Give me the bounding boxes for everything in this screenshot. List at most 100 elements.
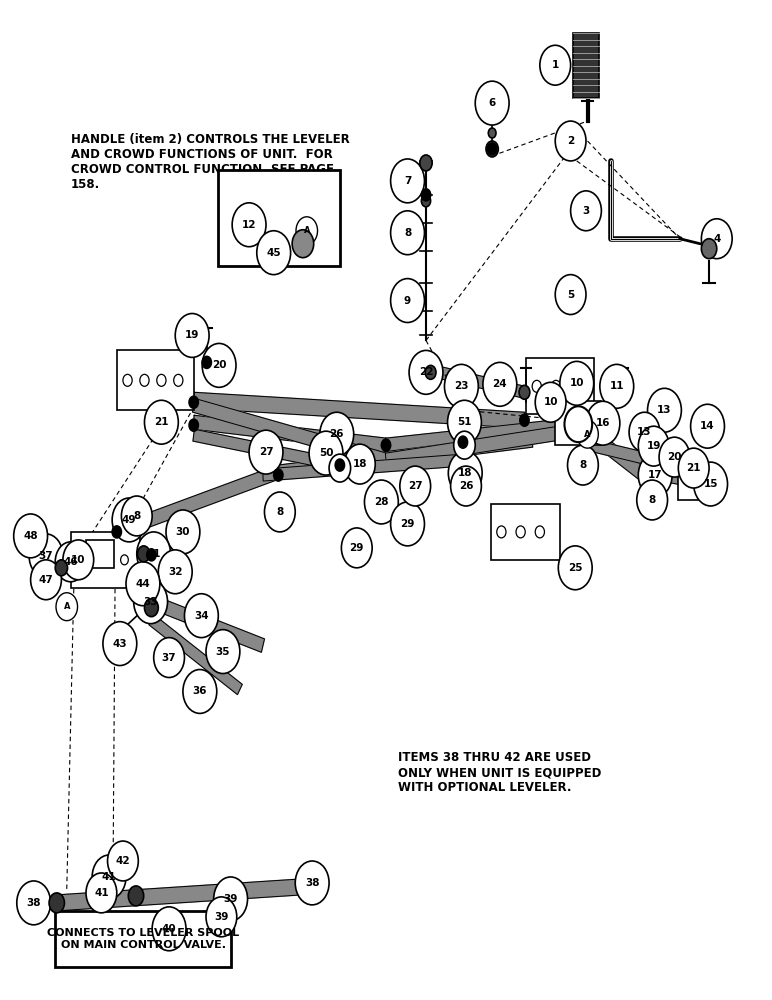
Circle shape [49,893,65,913]
Polygon shape [655,455,690,470]
Polygon shape [278,433,533,479]
Circle shape [189,396,198,408]
Circle shape [691,404,724,448]
Circle shape [535,382,566,422]
Text: 39: 39 [214,912,229,922]
Circle shape [232,203,266,247]
Polygon shape [430,364,525,398]
Circle shape [637,480,668,520]
Text: 49: 49 [122,515,137,525]
Polygon shape [149,615,242,695]
Text: 22: 22 [418,367,433,377]
FancyBboxPatch shape [56,911,232,967]
Text: 41: 41 [102,872,117,882]
Text: 45: 45 [266,248,281,258]
Text: 48: 48 [23,531,38,541]
Text: 19: 19 [646,441,661,451]
Circle shape [185,594,218,638]
Circle shape [56,560,67,576]
Circle shape [425,365,436,379]
Text: HANDLE (item 2) CONTROLS THE LEVELER
AND CROWD FUNCTIONS OF UNIT.  FOR
CROWD CON: HANDLE (item 2) CONTROLS THE LEVELER AND… [70,133,350,191]
Text: 8: 8 [579,460,587,470]
Circle shape [454,431,476,459]
Circle shape [571,191,601,231]
Circle shape [451,466,482,506]
Circle shape [391,211,425,255]
Text: 4: 4 [713,234,720,244]
Text: 20: 20 [212,360,226,370]
Circle shape [558,546,592,590]
Circle shape [555,121,586,161]
Circle shape [659,437,690,477]
Circle shape [600,364,634,408]
Text: 17: 17 [648,470,662,480]
Text: 10: 10 [570,378,584,388]
Polygon shape [193,429,340,471]
Text: 27: 27 [259,447,273,457]
Circle shape [152,907,186,951]
Text: A: A [63,602,70,611]
Circle shape [381,439,391,451]
Circle shape [249,430,283,474]
Circle shape [520,414,529,426]
Polygon shape [61,547,144,575]
Text: 24: 24 [493,379,507,389]
Circle shape [364,480,398,524]
Circle shape [112,526,121,538]
Circle shape [154,638,185,678]
Circle shape [648,388,682,432]
Circle shape [183,670,217,713]
Text: ITEMS 38 THRU 42 ARE USED
ONLY WHEN UNIT IS EQUIPPED
WITH OPTIONAL LEVELER.: ITEMS 38 THRU 42 ARE USED ONLY WHEN UNIT… [398,751,601,794]
Circle shape [449,451,482,495]
Polygon shape [262,454,463,481]
Text: 43: 43 [113,639,127,649]
Polygon shape [56,879,302,911]
Text: 26: 26 [459,481,473,491]
Circle shape [144,400,178,444]
FancyBboxPatch shape [218,170,340,266]
Text: 8: 8 [404,228,411,238]
Text: 29: 29 [401,519,415,529]
Text: 32: 32 [168,567,182,577]
Circle shape [555,275,586,315]
Circle shape [128,886,144,906]
Bar [70,532,140,588]
Text: 26: 26 [330,429,344,439]
Circle shape [206,630,240,674]
Text: 18: 18 [458,468,472,478]
Text: 30: 30 [176,527,190,537]
Circle shape [702,219,732,259]
Text: 11: 11 [610,381,624,391]
Text: 10: 10 [543,397,558,407]
Text: 44: 44 [136,579,151,589]
Circle shape [560,361,594,405]
Text: 13: 13 [657,405,672,415]
Text: 42: 42 [116,856,130,866]
Polygon shape [385,423,579,467]
Text: 38: 38 [305,878,320,888]
Circle shape [92,855,126,899]
Circle shape [486,141,498,157]
Circle shape [400,466,431,506]
Circle shape [694,462,727,506]
Circle shape [540,45,571,85]
Circle shape [274,469,283,481]
Circle shape [63,540,93,580]
Circle shape [86,873,117,913]
Circle shape [445,364,479,408]
Circle shape [175,314,209,357]
Text: 29: 29 [350,543,364,553]
Text: A: A [584,430,591,439]
Circle shape [391,502,425,546]
Text: 25: 25 [568,563,583,573]
Text: 8: 8 [276,507,283,517]
Text: 3: 3 [582,206,590,216]
Text: 9: 9 [404,296,411,306]
Text: 21: 21 [154,417,168,427]
Polygon shape [150,595,265,652]
Bar [679,464,709,500]
Text: 1: 1 [552,60,559,70]
Text: 7: 7 [404,176,411,186]
Circle shape [341,528,372,568]
Circle shape [14,514,48,558]
